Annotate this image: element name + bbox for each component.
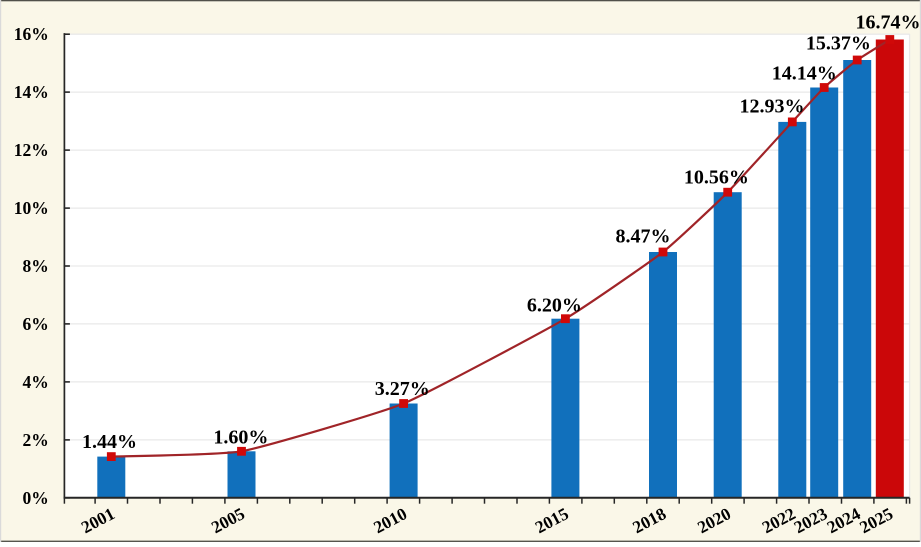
svg-text:6%: 6% xyxy=(23,314,49,334)
svg-text:4%: 4% xyxy=(23,372,49,392)
svg-text:14.14%: 14.14% xyxy=(772,62,837,84)
svg-text:10.56%: 10.56% xyxy=(684,166,749,188)
svg-text:16%: 16% xyxy=(14,24,49,44)
svg-text:12%: 12% xyxy=(14,140,49,160)
svg-text:16.74%: 16.74% xyxy=(856,11,921,33)
svg-text:8%: 8% xyxy=(23,256,49,276)
svg-text:12.93%: 12.93% xyxy=(740,95,805,117)
svg-text:10%: 10% xyxy=(14,198,49,218)
svg-text:6.20%: 6.20% xyxy=(527,294,582,316)
svg-text:14%: 14% xyxy=(14,82,49,102)
svg-text:1.44%: 1.44% xyxy=(82,431,137,453)
svg-text:1.60%: 1.60% xyxy=(213,426,268,448)
svg-text:2%: 2% xyxy=(23,430,49,450)
svg-text:15.37%: 15.37% xyxy=(806,32,871,54)
svg-text:8.47%: 8.47% xyxy=(616,226,671,248)
svg-text:3.27%: 3.27% xyxy=(375,378,430,400)
svg-text:0%: 0% xyxy=(23,488,49,508)
